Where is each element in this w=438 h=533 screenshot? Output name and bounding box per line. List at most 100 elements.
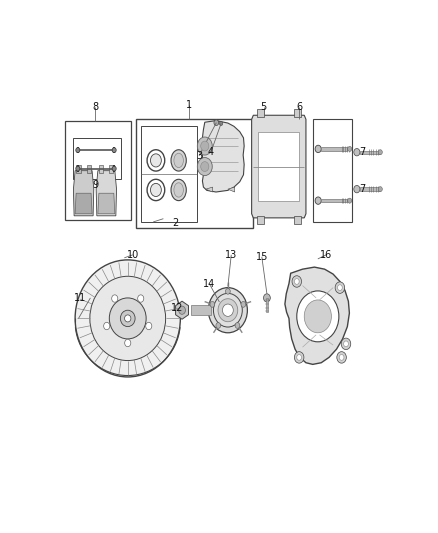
- Circle shape: [315, 145, 321, 152]
- Circle shape: [219, 122, 223, 126]
- Circle shape: [297, 354, 301, 360]
- Polygon shape: [251, 115, 306, 218]
- Circle shape: [201, 141, 209, 151]
- Bar: [321, 199, 347, 202]
- Text: 16: 16: [320, 250, 332, 260]
- Text: 15: 15: [256, 252, 268, 262]
- Text: 9: 9: [92, 180, 99, 190]
- Circle shape: [335, 282, 345, 293]
- Bar: [110, 165, 113, 173]
- Ellipse shape: [124, 315, 131, 322]
- Circle shape: [241, 302, 246, 307]
- Ellipse shape: [90, 276, 166, 360]
- Polygon shape: [228, 187, 235, 192]
- Ellipse shape: [218, 298, 238, 322]
- Bar: [257, 109, 264, 117]
- Circle shape: [378, 187, 382, 191]
- Bar: [136, 119, 253, 228]
- Circle shape: [179, 306, 185, 314]
- Polygon shape: [206, 187, 212, 192]
- Circle shape: [354, 149, 360, 156]
- Circle shape: [235, 322, 240, 328]
- Bar: [191, 305, 211, 315]
- Circle shape: [214, 120, 219, 125]
- Polygon shape: [96, 171, 117, 216]
- Circle shape: [354, 185, 360, 193]
- Circle shape: [146, 322, 152, 330]
- Ellipse shape: [213, 293, 242, 327]
- Circle shape: [378, 150, 382, 155]
- Ellipse shape: [171, 150, 186, 171]
- Text: 11: 11: [74, 293, 86, 303]
- Polygon shape: [74, 171, 94, 216]
- Polygon shape: [176, 301, 188, 319]
- Text: 6: 6: [296, 102, 302, 112]
- Circle shape: [341, 338, 351, 350]
- Circle shape: [197, 137, 212, 155]
- Circle shape: [76, 148, 80, 152]
- Text: 5: 5: [260, 102, 267, 112]
- Circle shape: [292, 276, 301, 287]
- Text: 7: 7: [359, 184, 365, 194]
- Text: 8: 8: [92, 102, 99, 112]
- Text: 3: 3: [196, 151, 202, 161]
- Bar: [141, 126, 197, 222]
- Circle shape: [125, 340, 131, 346]
- Polygon shape: [202, 120, 244, 192]
- Polygon shape: [75, 193, 92, 214]
- Ellipse shape: [75, 260, 180, 377]
- Text: 1: 1: [186, 100, 192, 110]
- Circle shape: [216, 322, 221, 328]
- Text: 7: 7: [359, 147, 365, 157]
- Bar: [258, 132, 299, 201]
- Bar: [360, 150, 380, 154]
- Ellipse shape: [174, 183, 184, 197]
- Text: 2: 2: [172, 218, 178, 228]
- Ellipse shape: [174, 153, 184, 167]
- Circle shape: [348, 198, 352, 203]
- Circle shape: [138, 295, 144, 302]
- Circle shape: [210, 302, 215, 307]
- Ellipse shape: [151, 154, 161, 167]
- Circle shape: [294, 279, 299, 284]
- Circle shape: [337, 352, 346, 363]
- Bar: [65, 122, 131, 220]
- Ellipse shape: [151, 183, 161, 197]
- Text: 14: 14: [203, 279, 215, 288]
- Ellipse shape: [223, 304, 233, 317]
- Bar: [321, 147, 347, 150]
- Circle shape: [112, 148, 116, 152]
- Ellipse shape: [110, 298, 146, 339]
- Bar: [99, 165, 103, 173]
- Polygon shape: [98, 193, 115, 214]
- Text: 13: 13: [225, 250, 237, 260]
- Ellipse shape: [147, 150, 165, 171]
- Circle shape: [112, 166, 116, 171]
- Circle shape: [348, 147, 352, 151]
- Bar: [87, 165, 91, 173]
- Circle shape: [226, 288, 230, 294]
- Bar: [265, 298, 268, 312]
- Circle shape: [304, 300, 332, 333]
- Bar: [257, 216, 264, 224]
- Circle shape: [201, 161, 209, 172]
- Circle shape: [76, 166, 80, 171]
- Circle shape: [315, 197, 321, 204]
- Ellipse shape: [120, 310, 135, 327]
- Polygon shape: [285, 267, 350, 365]
- Circle shape: [344, 341, 348, 347]
- Circle shape: [297, 291, 339, 342]
- Text: 4: 4: [208, 147, 214, 157]
- Bar: [294, 216, 301, 224]
- Circle shape: [339, 354, 344, 360]
- Ellipse shape: [171, 179, 186, 200]
- Bar: [294, 109, 301, 117]
- Circle shape: [104, 322, 110, 330]
- Circle shape: [264, 294, 270, 302]
- Text: 10: 10: [127, 250, 139, 260]
- Bar: [77, 165, 81, 173]
- Circle shape: [338, 285, 342, 290]
- Text: 12: 12: [171, 303, 183, 313]
- Bar: [74, 138, 121, 179]
- Circle shape: [197, 158, 212, 175]
